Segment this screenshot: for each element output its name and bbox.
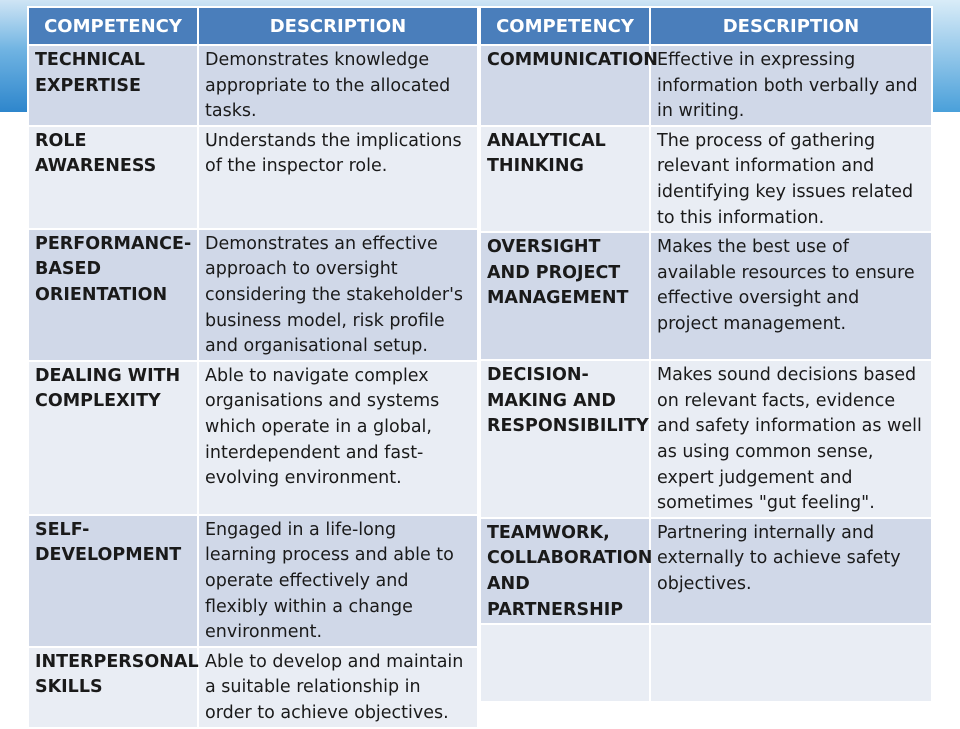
competency-description: Understands the implications of the insp… <box>197 124 479 230</box>
competency-name: TEAMWORK, COLLABORATION AND PARTNERSHIP <box>479 516 652 626</box>
header-competency: COMPETENCY <box>479 6 651 46</box>
competency-table-left: COMPETENCY DESCRIPTION TECHNICAL EXPERTI… <box>27 6 479 729</box>
header-description: DESCRIPTION <box>197 6 479 46</box>
table-row: PERFORMANCE-BASED ORIENTATION Demonstrat… <box>27 227 479 362</box>
competency-description: Able to navigate complex organisations a… <box>197 359 479 516</box>
competency-description: Demonstrates an effective approach to ov… <box>197 227 479 362</box>
competency-description: The process of gathering relevant inform… <box>649 124 933 234</box>
header-row: COMPETENCY DESCRIPTION <box>479 6 933 46</box>
competency-name: OVERSIGHT AND PROJECT MANAGEMENT <box>479 231 651 362</box>
competency-description <box>649 623 933 704</box>
header-description: DESCRIPTION <box>649 6 933 46</box>
competency-name: PERFORMANCE-BASED ORIENTATION <box>27 227 199 362</box>
table-row: DECISION-MAKING AND RESPONSIBILITY Makes… <box>479 359 933 519</box>
header-competency: COMPETENCY <box>27 6 199 46</box>
competency-name: TECHNICAL EXPERTISE <box>27 44 199 127</box>
table-row: SELF-DEVELOPMENT Engaged in a life-long … <box>27 513 479 648</box>
competency-description: Able to develop and maintain a suitable … <box>197 645 479 729</box>
table-row: TECHNICAL EXPERTISE Demonstrates knowled… <box>27 44 479 127</box>
competency-tables: COMPETENCY DESCRIPTION TECHNICAL EXPERTI… <box>27 6 933 729</box>
competency-name: ROLE AWARENESS <box>27 124 199 230</box>
competency-table-right: COMPETENCY DESCRIPTION COMMUNICATION Eff… <box>479 6 933 704</box>
table-row: TEAMWORK, COLLABORATION AND PARTNERSHIP … <box>479 516 933 626</box>
competency-description: Partnering internally and externally to … <box>649 516 933 626</box>
table-row: INTERPERSONAL SKILLS Able to develop and… <box>27 645 479 729</box>
competency-name: COMMUNICATION <box>479 44 658 127</box>
competency-description: Engaged in a life-long learning process … <box>197 513 479 648</box>
competency-description: Demonstrates knowledge appropriate to th… <box>197 44 479 127</box>
competency-name <box>479 623 651 704</box>
table-row: ANALYTICAL THINKING The process of gathe… <box>479 124 933 234</box>
table-row: ROLE AWARENESS Understands the implicati… <box>27 124 479 230</box>
competency-name: ANALYTICAL THINKING <box>479 124 651 234</box>
table-row: DEALING WITH COMPLEXITY Able to navigate… <box>27 359 479 516</box>
competency-name: DEALING WITH COMPLEXITY <box>27 359 199 516</box>
header-row: COMPETENCY DESCRIPTION <box>27 6 479 46</box>
competency-name: INTERPERSONAL SKILLS <box>27 645 199 729</box>
table-row: OVERSIGHT AND PROJECT MANAGEMENT Makes t… <box>479 231 933 362</box>
competency-name: DECISION-MAKING AND RESPONSIBILITY <box>479 359 651 519</box>
competency-description: Makes the best use of available resource… <box>649 231 933 362</box>
competency-description: Makes sound decisions based on relevant … <box>649 359 933 519</box>
table-row <box>479 623 933 704</box>
competency-name: SELF-DEVELOPMENT <box>27 513 199 648</box>
competency-description: Effective in expressing information both… <box>649 44 933 127</box>
table-row: COMMUNICATION Effective in expressing in… <box>479 44 933 127</box>
